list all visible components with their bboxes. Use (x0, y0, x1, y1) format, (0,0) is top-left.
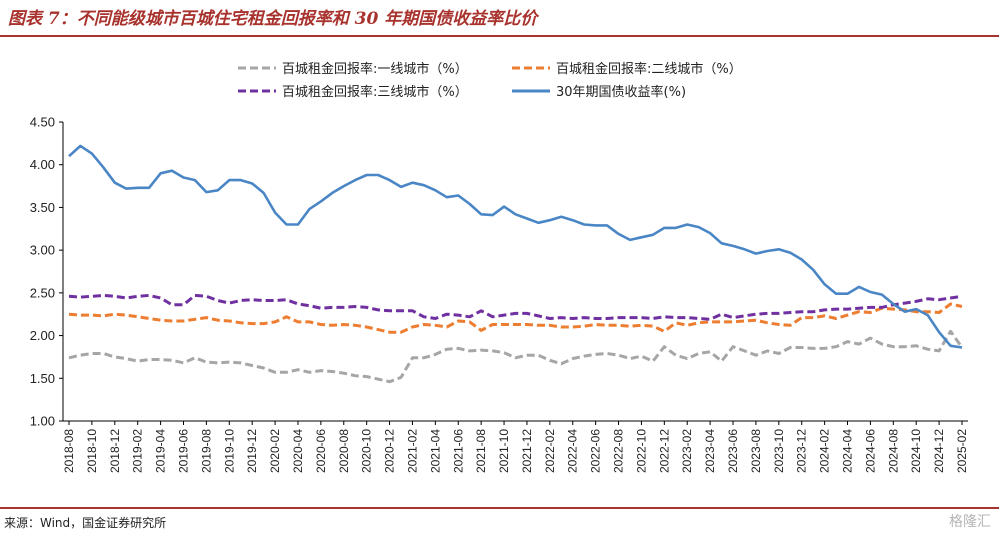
series-line-4 (68, 144, 963, 349)
x-tick-label: 2023-08 (749, 429, 763, 473)
x-tick-label: 2023-06 (726, 429, 740, 473)
chart-title: 图表 7：不同能级城市百城住宅租金回报率和 30 年期国债收益率比价 (8, 9, 538, 29)
y-tick-label: 1.00 (30, 414, 55, 429)
x-tick-label: 2018-12 (108, 429, 122, 473)
x-tick-label: 2021-06 (451, 429, 465, 473)
x-tick-label: 2019-08 (199, 429, 213, 473)
x-tick-label: 2019-10 (222, 429, 236, 473)
x-tick-label: 2019-04 (154, 429, 168, 473)
legend-label-4: 30年期国债收益率(%) (556, 84, 686, 100)
x-tick-label: 2022-08 (612, 429, 626, 473)
x-tick-label: 2018-08 (62, 429, 76, 473)
legend-label-3: 百城租金回报率:三线城市（%） (282, 84, 468, 100)
x-tick-label: 2019-06 (176, 429, 190, 473)
x-tick-label: 2020-12 (383, 429, 397, 473)
series-lines (68, 144, 964, 384)
x-tick-label: 2023-04 (703, 429, 717, 473)
y-tick-label: 1.50 (30, 371, 55, 386)
series-line-1 (68, 329, 964, 384)
x-tick-label: 2024-02 (818, 429, 832, 473)
watermark-logo: 格隆汇 (949, 514, 991, 530)
x-tick-label: 2021-04 (428, 429, 442, 473)
source-note: 来源：Wind，国金证券研究所 (4, 516, 167, 530)
x-tick-label: 2021-12 (520, 429, 534, 473)
y-tick-label: 4.00 (30, 157, 55, 172)
x-tick-label: 2022-12 (657, 429, 671, 473)
x-tick-label: 2018-10 (85, 429, 99, 473)
x-tick-label: 2022-04 (566, 429, 580, 473)
series-line-2 (68, 302, 963, 334)
legend-label-2: 百城租金回报率:二线城市（%） (556, 61, 742, 77)
x-tick-label: 2021-08 (474, 429, 488, 473)
legend: 百城租金回报率:一线城市（%） 百城租金回报率:二线城市（%） 百城租金回报率:三线… (238, 61, 742, 100)
x-tick-label: 2020-02 (268, 429, 282, 473)
x-tick-label: 2023-12 (795, 429, 809, 473)
x-tick-label: 2020-04 (291, 429, 305, 473)
y-tick-label: 2.00 (30, 328, 55, 343)
x-tick-label: 2020-08 (337, 429, 351, 473)
x-tick-label: 2019-12 (245, 429, 259, 473)
axes (59, 121, 968, 425)
y-tick-label: 4.50 (30, 115, 55, 130)
x-tick-label: 2023-10 (772, 429, 786, 473)
x-tick-label: 2025-02 (955, 429, 969, 473)
x-tick-label: 2022-06 (589, 429, 603, 473)
x-tick-label: 2024-12 (932, 429, 946, 473)
y-tick-labels: 4.50 4.00 3.50 3.00 2.50 2.00 1.50 1.00 (30, 115, 55, 429)
x-tick-label: 2020-06 (314, 429, 328, 473)
x-tick-label: 2024-10 (909, 429, 923, 473)
x-tick-label: 2021-10 (497, 429, 511, 473)
x-tick-label: 2020-10 (360, 429, 374, 473)
x-tick-label: 2021-02 (405, 429, 419, 473)
x-tick-label: 2022-10 (634, 429, 648, 473)
x-tick-label: 2024-06 (863, 429, 877, 473)
title-divider (0, 35, 999, 37)
x-tick-label: 2024-08 (886, 429, 900, 473)
x-tick-labels: 2018-08 2018-10 2018-12 2019-02 2019-04 2019-… (62, 429, 969, 473)
x-tick-label: 2022-02 (543, 429, 557, 473)
series-line-3 (68, 293, 963, 321)
legend-label-1: 百城租金回报率:一线城市（%） (282, 61, 468, 77)
y-tick-label: 3.50 (30, 200, 55, 215)
y-tick-label: 3.00 (30, 243, 55, 258)
x-tick-label: 2019-02 (131, 429, 145, 473)
footer-divider (0, 507, 999, 509)
y-tick-label: 2.50 (30, 285, 55, 300)
x-tick-label: 2023-02 (680, 429, 694, 473)
x-tick-label: 2024-04 (841, 429, 855, 473)
